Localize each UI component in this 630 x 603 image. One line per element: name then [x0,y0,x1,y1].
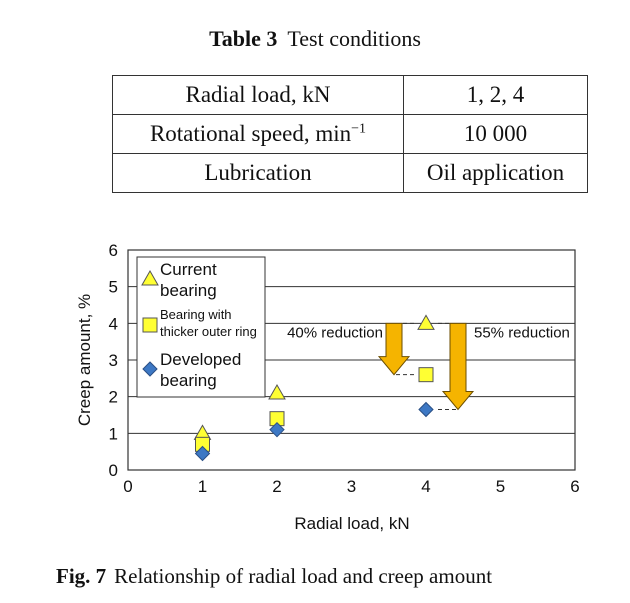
legend-triangle-icon [141,269,159,286]
table-number: Table 3 [209,26,278,51]
data-points [193,314,435,462]
table-row: Rotational speed, min−1 10 000 [112,114,588,154]
diamond-data-point [194,445,211,462]
y-tick-label: 6 [109,241,118,260]
legend-diamond-icon [142,361,158,377]
y-tick-label: 5 [109,278,118,297]
figure-number: Fig. 7 [56,564,107,588]
figure-caption-text: Relationship of radial load and creep am… [114,564,493,588]
speed-label: Rotational speed, min [149,121,352,146]
table-title-text: Test conditions [287,26,421,51]
reduction-arrow [377,322,411,376]
reduction-label: 40% reduction [287,324,383,341]
y-tick-label: 0 [109,461,118,480]
table-row: Lubrication Oil application [112,153,588,193]
reduction-arrow [441,322,475,411]
table-row: Radial load, kN 1, 2, 4 [112,75,588,115]
x-tick-label: 5 [496,477,505,496]
diamond-data-point [418,401,434,418]
x-tick-label: 1 [198,477,207,496]
table-cell-label: Rotational speed, min−1 [112,114,404,154]
legend: Current bearing Bearing with thicker outer … [136,256,266,398]
table-cell-label: Radial load, kN [112,75,404,115]
legend-label: Developed [160,350,241,369]
x-tick-label: 2 [272,477,281,496]
annotations: 40% reduction 55% reduction [287,322,570,411]
y-tick-labels: 0 1 2 3 4 5 6 [109,241,118,480]
x-tick-labels: 0 1 2 3 4 5 6 [123,477,579,496]
table-title: Table 3 Test conditions [0,26,630,52]
x-tick-label: 6 [570,477,579,496]
x-tick-label: 4 [421,477,430,496]
y-tick-label: 3 [109,351,118,370]
legend-label: thicker outer ring [160,324,257,339]
reduction-label: 55% reduction [474,324,570,341]
legend-label: Current [160,260,217,279]
creep-chart: 0 1 2 3 4 5 6 0 1 2 3 4 5 6 Radial load, kN Creep am… [75,241,580,533]
test-conditions-table: Radial load, kN 1, 2, 4 Rotational speed… [112,75,588,193]
square-data-point [418,367,434,383]
y-tick-label: 1 [109,424,118,443]
triangle-data-point [417,314,435,330]
speed-unit-exponent: −1 [351,121,367,137]
legend-label: Bearing with [160,307,232,322]
diamond-data-point [269,421,285,438]
y-tick-label: 2 [109,388,118,407]
y-axis-label: Creep amount, % [75,294,94,426]
figure-caption: Fig. 7 Relationship of radial load and cr… [56,564,492,589]
x-axis-label: Radial load, kN [294,514,409,533]
y-tick-label: 4 [109,314,118,333]
legend-square-icon [142,317,158,333]
plot-area-frame [127,249,576,471]
legend-label: bearing [160,371,217,390]
table-cell-value: Oil application [403,153,588,193]
legend-box [136,256,266,398]
x-tick-label: 0 [123,477,132,496]
x-tick-label: 3 [347,477,356,496]
triangle-data-point [268,383,286,400]
table-cell-label: Lubrication [112,153,404,193]
table-cell-value: 1, 2, 4 [403,75,588,115]
legend-label: bearing [160,281,217,300]
table-cell-value: 10 000 [403,114,588,154]
